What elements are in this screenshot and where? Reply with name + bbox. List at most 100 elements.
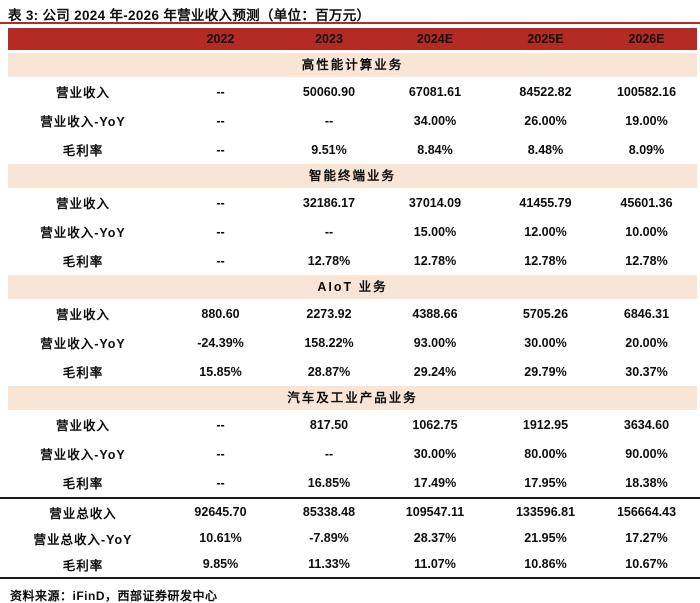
table-row: 毛利率 -- 9.51% 8.84% 8.48% 8.09% [8,135,697,164]
table-header-row: 2022 2023 2024E 2025E 2026E [8,28,697,50]
cell-value: -- [324,446,334,461]
cell-value: 30.00% [413,446,457,461]
header-cell-2023: 2023 [315,32,343,46]
totals-block: 营业总收入 92645.70 85338.48 109547.11 133596… [8,499,697,577]
row-label: 营业收入 [55,86,110,100]
row-label: 毛利率 [62,558,104,573]
section-header-aiot: AIoT 业务 [8,275,697,299]
section-header-auto-industrial: 汽车及工业产品业务 [8,386,697,410]
cell-value: 93.00% [413,335,457,350]
cell-value: -- [216,253,225,268]
row-label: 营业总收入 [49,506,117,521]
table-row: 营业收入-YoY -- -- 15.00% 12.00% 10.00% [8,217,697,246]
cell-value: 32186.17 [302,195,356,210]
row-label: 毛利率 [62,477,104,491]
cell-value: 4388.66 [412,306,458,321]
cell-value: 20.00% [625,335,668,350]
row-label: 营业收入-YoY [40,115,126,129]
cell-value: 10.61% [199,531,242,545]
cell-value: 67081.61 [408,84,462,99]
total-row: 营业总收入 92645.70 85338.48 109547.11 133596… [8,499,697,525]
table-row: 毛利率 -- 12.78% 12.78% 12.78% 12.78% [8,246,697,275]
footer-divider-rule [0,577,700,579]
cell-value: 12.00% [524,224,567,239]
row-label: 营业收入 [55,308,110,322]
title-divider-rule [0,22,700,24]
section-header-smart-terminal: 智能终端业务 [8,164,697,188]
header-cell-2024e: 2024E [416,32,454,46]
cell-value: -- [324,224,334,239]
cell-value: 28.87% [307,364,351,379]
row-label: 营业收入 [55,419,110,433]
cell-value: 92645.70 [194,505,247,519]
cell-value: 50060.90 [302,84,356,99]
cell-value: 1912.95 [522,417,569,432]
cell-value: 12.78% [625,253,668,268]
total-row: 毛利率 9.85% 11.33% 11.07% 10.86% 10.67% [8,551,697,577]
cell-value: 11.07% [414,557,456,571]
cell-value: 29.24% [413,364,457,379]
table-row: 营业收入 -- 32186.17 37014.09 41455.79 45601… [8,188,697,217]
cell-value: 133596.81 [515,505,576,519]
cell-value: 9.51% [311,142,347,157]
cell-value: -- [324,113,334,128]
cell-value: 41455.79 [519,195,572,210]
cell-value: -- [216,113,225,128]
cell-value: -- [216,195,225,210]
row-label: 营业收入-YoY [40,337,126,351]
row-label: 营业收入-YoY [40,448,126,462]
cell-value: 17.95% [524,475,567,490]
cell-value: 29.79% [524,364,567,379]
cell-value: 2273.92 [306,306,352,321]
table-row: 毛利率 15.85% 28.87% 29.24% 29.79% 30.37% [8,357,697,386]
cell-value: 100582.16 [616,84,677,99]
cell-value: 8.09% [628,142,665,157]
cell-value: 30.00% [524,335,567,350]
cell-value: -- [216,224,225,239]
header-cell-2025e: 2025E [527,32,564,46]
table-row: 营业收入 880.60 2273.92 4388.66 5705.26 6846… [8,299,697,328]
cell-value: 28.37% [413,531,457,545]
table-row: 营业收入-YoY -- -- 30.00% 80.00% 90.00% [8,439,697,468]
cell-value: 10.00% [625,224,668,239]
cell-value: 84522.82 [519,84,572,99]
row-label: 毛利率 [62,255,104,269]
row-label: 营业收入 [55,197,110,211]
cell-value: 11.33% [308,557,350,571]
cell-value: -- [216,84,225,99]
source-note: 资料来源：iFinD，西部证券研发中心 [10,589,218,603]
cell-value: 12.78% [524,253,567,268]
cell-value: 9.85% [202,557,239,571]
header-cell-2026e: 2026E [628,32,665,46]
section-header-hpc: 高性能计算业务 [8,53,697,77]
cell-value: 10.67% [625,557,668,571]
cell-value: 16.85% [307,475,351,490]
row-label: 毛利率 [62,144,104,158]
cell-value: 10.86% [524,557,567,571]
cell-value: 17.27% [625,531,668,545]
row-label: 营业总收入-YoY [33,532,133,547]
table-row: 营业收入-YoY -24.39% 158.22% 93.00% 30.00% 2… [8,328,697,357]
table-row: 毛利率 -- 16.85% 17.49% 17.95% 18.38% [8,468,697,497]
cell-value: -- [216,142,225,157]
cell-value: -7.89% [309,531,349,545]
cell-value: 17.49% [413,475,457,490]
cell-value: 156664.43 [616,505,677,519]
header-cell-2022: 2022 [206,32,235,46]
table-row: 营业收入 -- 50060.90 67081.61 84522.82 10058… [8,77,697,106]
forecast-table: 2022 2023 2024E 2025E 2026E 高性能计算业务 营业收入… [8,28,697,497]
cell-value: 80.00% [524,446,567,461]
cell-value: 8.84% [417,142,453,157]
cell-value: 19.00% [625,113,668,128]
table-row: 营业收入-YoY -- -- 34.00% 26.00% 19.00% [8,106,697,135]
row-label: 营业收入-YoY [40,226,126,240]
cell-value: 15.00% [413,224,457,239]
cell-value: 90.00% [625,446,668,461]
cell-value: 34.00% [413,113,457,128]
totals-divider-rule [0,497,700,499]
cell-value: 158.22% [304,335,354,350]
cell-value: 85338.48 [302,505,356,519]
row-label: 毛利率 [62,366,104,380]
cell-value: 8.48% [527,142,564,157]
cell-value: -24.39% [197,335,244,350]
